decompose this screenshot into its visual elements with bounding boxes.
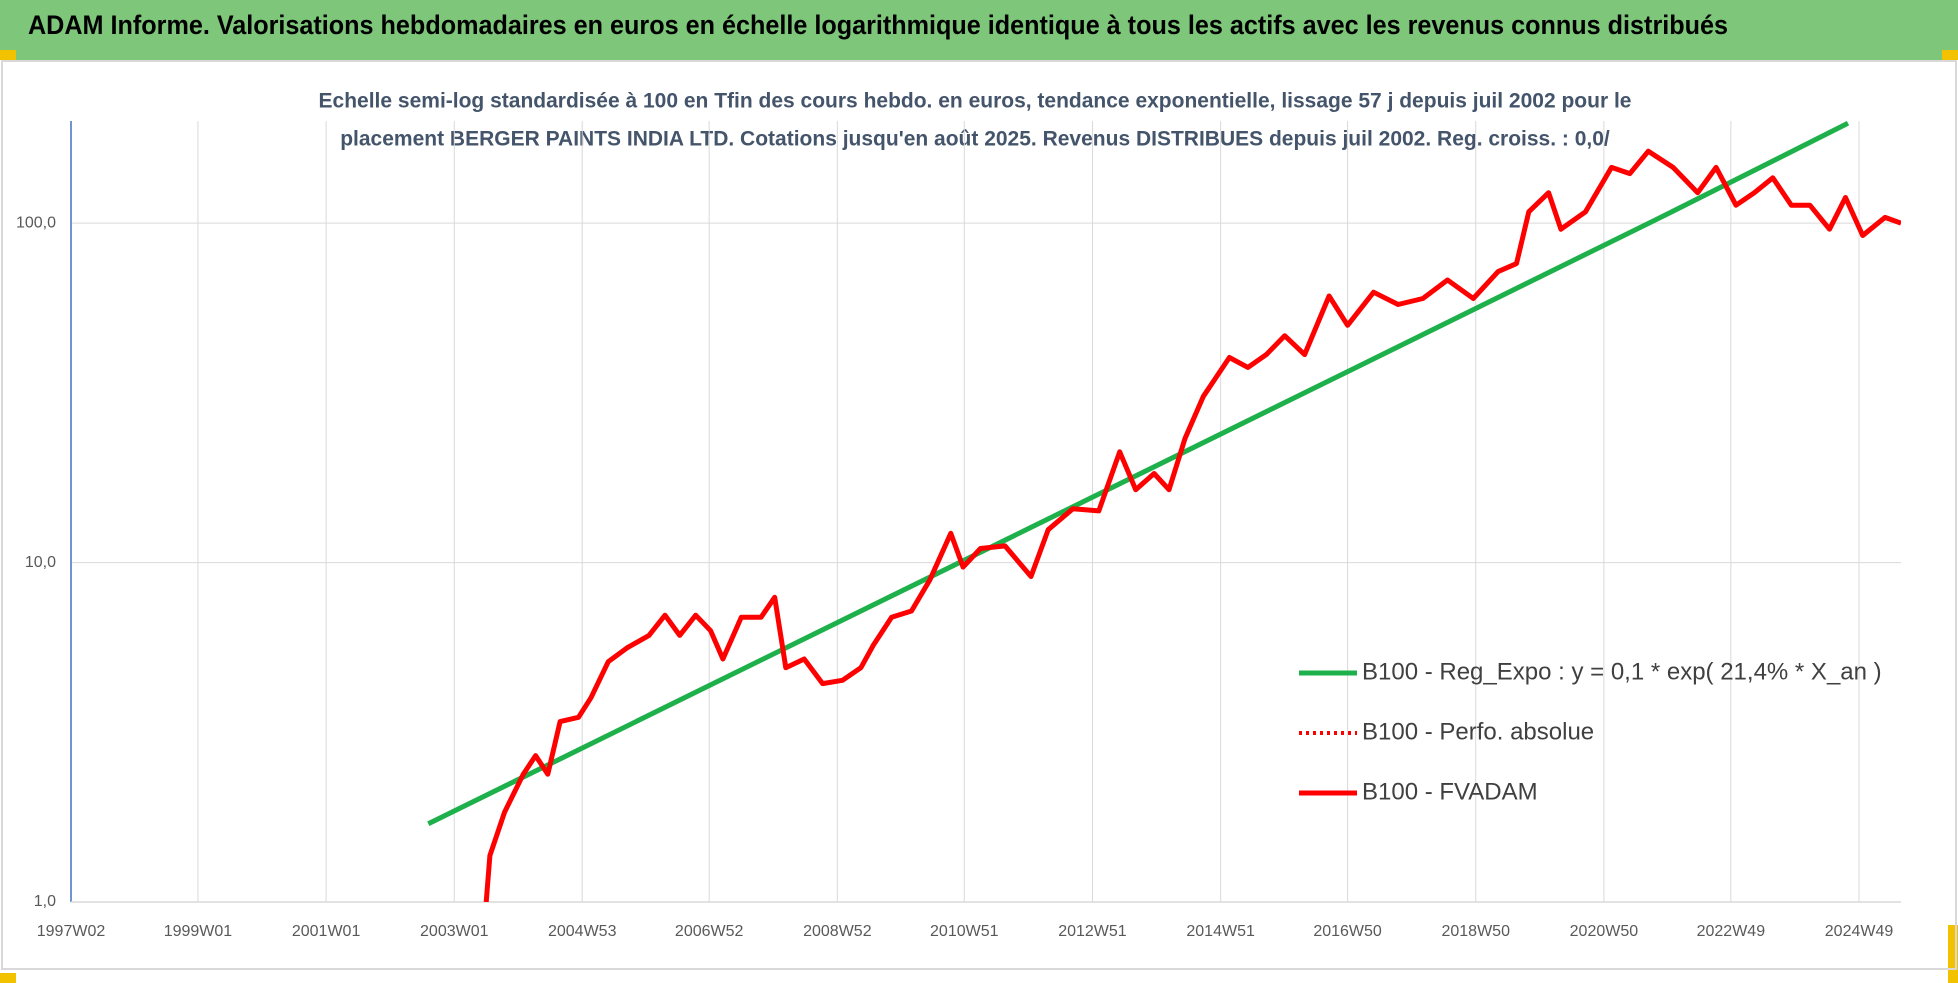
series-line	[427, 121, 1850, 827]
x-tick-label: 2012W51	[1058, 923, 1127, 940]
corner-mark	[0, 973, 16, 983]
corner-mark	[1942, 50, 1958, 60]
series-line	[483, 148, 1901, 902]
legend-label: B100 - Perfo. absolue	[1362, 718, 1594, 745]
x-tick-label: 2004W53	[548, 923, 617, 940]
chart-subtitle: placement BERGER PAINTS INDIA LTD. Cotat…	[340, 128, 1610, 151]
x-tick-label: 2008W52	[803, 923, 872, 940]
chart-frame	[1, 60, 1957, 970]
x-tick-label: 2006W52	[675, 923, 744, 940]
y-tick-label: 10,0	[25, 554, 56, 571]
x-tick-label: 2014W51	[1186, 923, 1255, 940]
header-band	[0, 0, 1958, 60]
chart-title: ADAM Informe. Valorisations hebdomadaire…	[28, 10, 1728, 40]
y-tick-label: 100,0	[16, 214, 56, 231]
x-tick-label: 2001W01	[292, 923, 361, 940]
corner-mark	[0, 50, 16, 60]
x-tick-label: 2010W51	[930, 923, 999, 940]
x-tick-label: 1999W01	[164, 923, 233, 940]
legend-label: B100 - FVADAM	[1362, 778, 1538, 805]
x-tick-label: 1997W02	[37, 923, 106, 940]
legend-label: B100 - Reg_Expo : y = 0,1 * exp( 21,4% *…	[1362, 658, 1882, 685]
x-tick-label: 2020W50	[1570, 923, 1639, 940]
x-tick-label: 2016W50	[1313, 923, 1382, 940]
y-tick-label: 1,0	[34, 893, 56, 910]
x-tick-label: 2024W49	[1825, 923, 1894, 940]
chart-subtitle: Echelle semi-log standardisée à 100 en T…	[319, 90, 1632, 113]
x-tick-label: 2022W49	[1697, 923, 1766, 940]
corner-mark	[1948, 925, 1958, 983]
x-tick-label: 2003W01	[420, 923, 489, 940]
x-tick-label: 2018W50	[1441, 923, 1510, 940]
